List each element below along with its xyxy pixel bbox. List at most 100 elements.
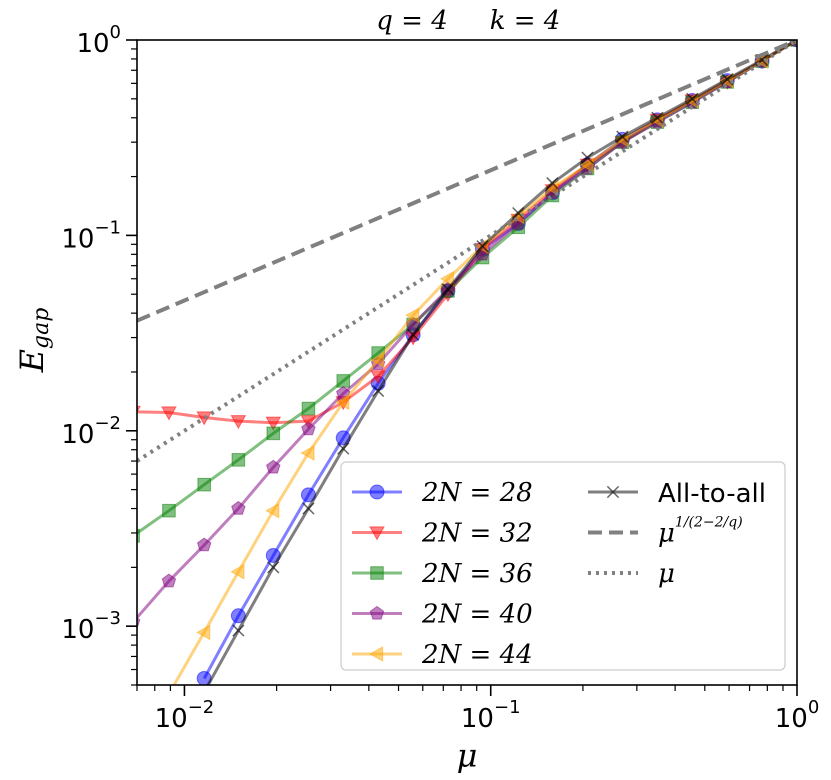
legend-label: μ <box>658 559 675 589</box>
marker <box>370 370 387 385</box>
marker <box>336 374 351 388</box>
marker <box>441 283 455 296</box>
marker <box>372 384 385 398</box>
y-axis-label-sub: gap <box>29 308 54 349</box>
marker <box>335 394 350 411</box>
legend-name: 2N = 28 <box>421 478 533 508</box>
y-tick-label-base: 10 <box>61 615 94 645</box>
x-tick-label-exp: −1 <box>494 697 521 718</box>
marker <box>369 526 385 541</box>
marker <box>265 502 280 519</box>
y-tick-label: 10−3 <box>61 608 121 645</box>
y-tick-label: 10−2 <box>61 413 121 450</box>
legend-label: 2N = 32 <box>421 519 533 549</box>
marker <box>300 445 315 461</box>
marker <box>232 624 245 637</box>
x-tick-label: 10−1 <box>461 697 521 734</box>
marker <box>267 561 280 574</box>
reference-line <box>137 40 797 463</box>
legend-label: 2N = 28 <box>421 478 533 508</box>
marker <box>266 426 281 441</box>
x-tick-label: 100 <box>775 697 820 734</box>
marker <box>196 537 212 552</box>
axes-frame <box>136 39 798 686</box>
marker <box>606 485 620 499</box>
x-tick-label-base: 10 <box>461 704 494 734</box>
marker <box>651 111 664 124</box>
y-tick-label-exp: −2 <box>94 413 121 434</box>
legend-name: 2N = 40 <box>421 600 533 630</box>
marker <box>161 406 177 421</box>
legend-label: 2N = 36 <box>421 559 533 589</box>
marker <box>512 206 525 220</box>
y-axis-label-main: E <box>13 349 51 373</box>
marker <box>581 151 594 164</box>
marker <box>368 646 384 662</box>
marker <box>231 453 246 467</box>
y-tick-label-base: 10 <box>76 29 109 59</box>
y-tick-label: 10−1 <box>61 217 121 254</box>
marker <box>546 177 559 190</box>
marker <box>231 500 246 515</box>
marker <box>266 459 281 474</box>
legend-name: 2N = 32 <box>421 519 533 549</box>
marker <box>406 328 420 341</box>
marker <box>579 156 594 173</box>
marker <box>137 529 140 543</box>
series-line <box>206 40 797 685</box>
marker <box>301 401 316 416</box>
series-line <box>137 40 797 620</box>
legend-label: μ1/(2−2/q) <box>658 515 743 549</box>
title-right: k = 4 <box>490 6 561 36</box>
marker <box>161 573 177 588</box>
marker <box>265 416 282 431</box>
x-axis-label: μ <box>457 737 478 775</box>
legend-name: 2N = 44 <box>421 640 533 670</box>
y-tick-label: 100 <box>76 22 121 59</box>
y-tick-label-base: 10 <box>61 224 94 254</box>
marker <box>302 502 315 515</box>
marker <box>162 503 176 518</box>
legend: 2N = 28 2N = 32 2N = 36 2N = 40 2N = 44 All-t… <box>340 461 786 671</box>
legend-name: μ <box>658 519 675 549</box>
marker <box>370 566 384 580</box>
marker <box>337 442 350 455</box>
legend-label: 2N = 40 <box>421 600 533 630</box>
marker <box>369 484 385 500</box>
y-axis-label: Egap <box>13 308 55 374</box>
marker <box>405 307 420 324</box>
marker <box>616 130 629 143</box>
legend-exponent: 1/(2−2/q) <box>675 515 743 531</box>
marker <box>196 624 211 641</box>
x-tick-label-base: 10 <box>155 704 188 734</box>
marker <box>301 421 316 436</box>
x-tick-label-exp: 0 <box>808 697 819 718</box>
marker <box>197 477 211 492</box>
legend-name: All-to-all <box>658 479 766 509</box>
y-axis-label-group: Egap <box>13 308 55 374</box>
x-tick-label: 10−2 <box>155 697 215 734</box>
legend-label: 2N = 44 <box>421 640 533 670</box>
marker <box>230 563 245 580</box>
marker <box>230 415 247 430</box>
x-tick-label-base: 10 <box>775 704 808 734</box>
legend-label: All-to-all <box>658 479 766 509</box>
marker <box>370 352 385 368</box>
reference-line <box>137 40 797 323</box>
marker <box>476 240 489 253</box>
legend-name: 2N = 36 <box>421 559 533 589</box>
legend-name: μ <box>658 559 675 589</box>
legend-box <box>340 461 786 671</box>
plot-area <box>137 40 797 685</box>
title-left: q = 4 <box>376 6 448 36</box>
x-tick-label-exp: −2 <box>188 697 215 718</box>
y-tick-label-exp: −1 <box>94 217 121 238</box>
marker <box>439 270 455 287</box>
y-tick-label-exp: −3 <box>94 608 121 629</box>
y-tick-label-exp: 0 <box>110 22 121 43</box>
y-tick-label-base: 10 <box>61 419 94 449</box>
marker <box>369 605 385 620</box>
